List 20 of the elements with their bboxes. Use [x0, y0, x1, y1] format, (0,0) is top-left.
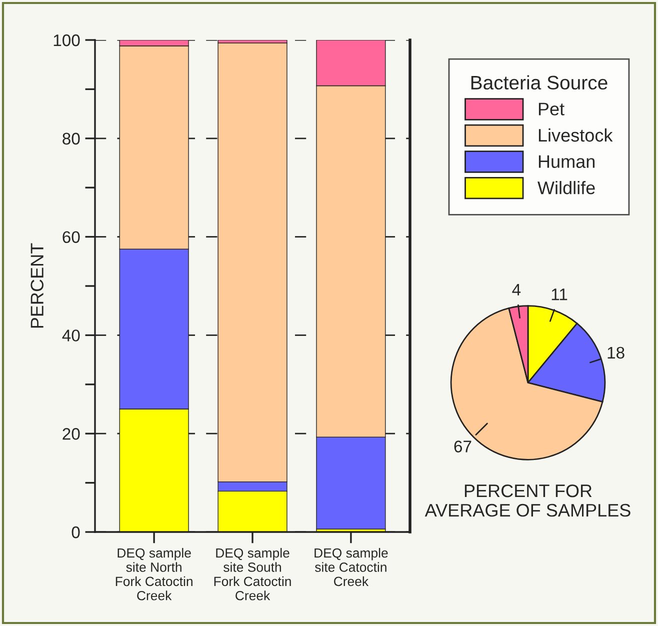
y-tick-label: 0	[72, 526, 80, 538]
x-tick-label: DEQ sample site Catoctin Creek	[314, 548, 388, 586]
y-tick-label: 40	[62, 330, 80, 342]
y-tick-label: 20	[62, 428, 80, 440]
data-label: 18	[608, 346, 624, 359]
legend-label: Wildlife	[538, 180, 595, 194]
x-tick-label: DEQ sample site North Fork Catoctin Creek	[116, 548, 192, 600]
legend-label: Human	[538, 155, 594, 168]
legend-title: Bacteria Source	[471, 75, 608, 90]
legend-label: Pet	[538, 102, 564, 116]
y-tick-label: 80	[62, 132, 80, 145]
data-label: 4	[512, 284, 521, 296]
y-tick-label: 100	[54, 34, 80, 46]
y-axis-title: PERCENT	[30, 243, 44, 328]
data-label: 11	[552, 288, 568, 300]
data-label: 67	[454, 440, 472, 452]
y-tick-label: 60	[62, 231, 80, 244]
legend-label: Livestock	[538, 128, 613, 142]
x-tick-label: DEQ sample site South Fork Catoctin Creek	[214, 548, 291, 600]
text: PERCENT FOR AVERAGE OF SAMPLES	[424, 484, 630, 517]
